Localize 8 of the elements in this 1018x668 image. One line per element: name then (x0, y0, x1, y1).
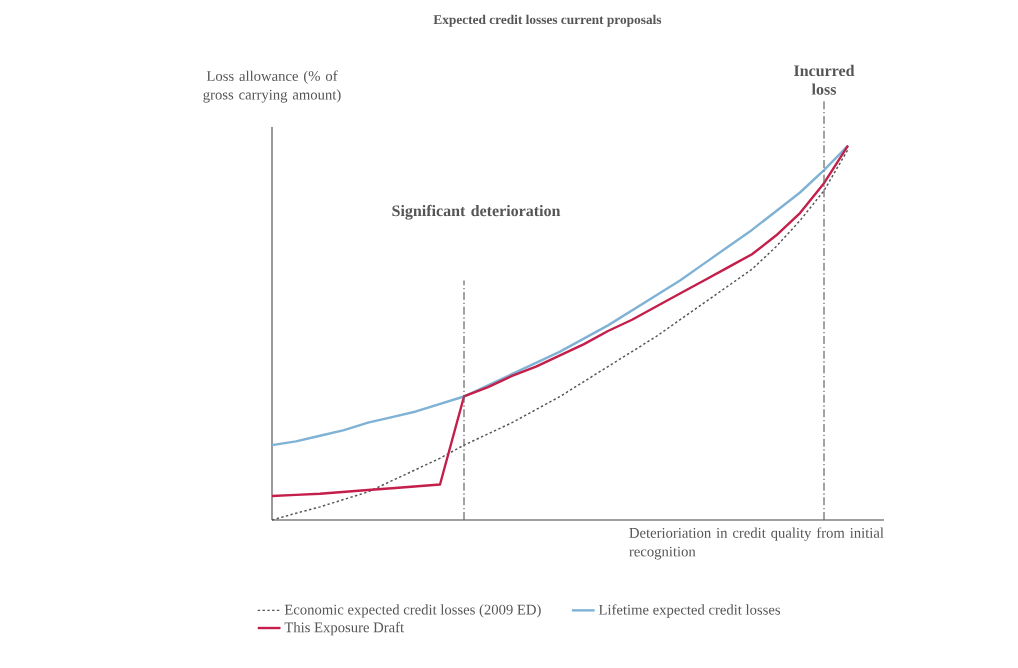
y-axis-title: Loss allowance (% of gross carrying amount) (203, 70, 341, 103)
text: Incurred loss (794, 64, 855, 95)
chart-title: Expected credit losses current proposals (433, 14, 662, 27)
legend-label: Economic expected credit losses (2009 ED) (284, 604, 541, 618)
legend-label: This Exposure Draft (284, 621, 405, 636)
legend-label: Lifetime expected credit losses (598, 604, 781, 618)
annotation: Significant deterioration (392, 204, 561, 220)
x-axis-title: Deterioriation in credit quality from initial recognition (629, 527, 884, 560)
